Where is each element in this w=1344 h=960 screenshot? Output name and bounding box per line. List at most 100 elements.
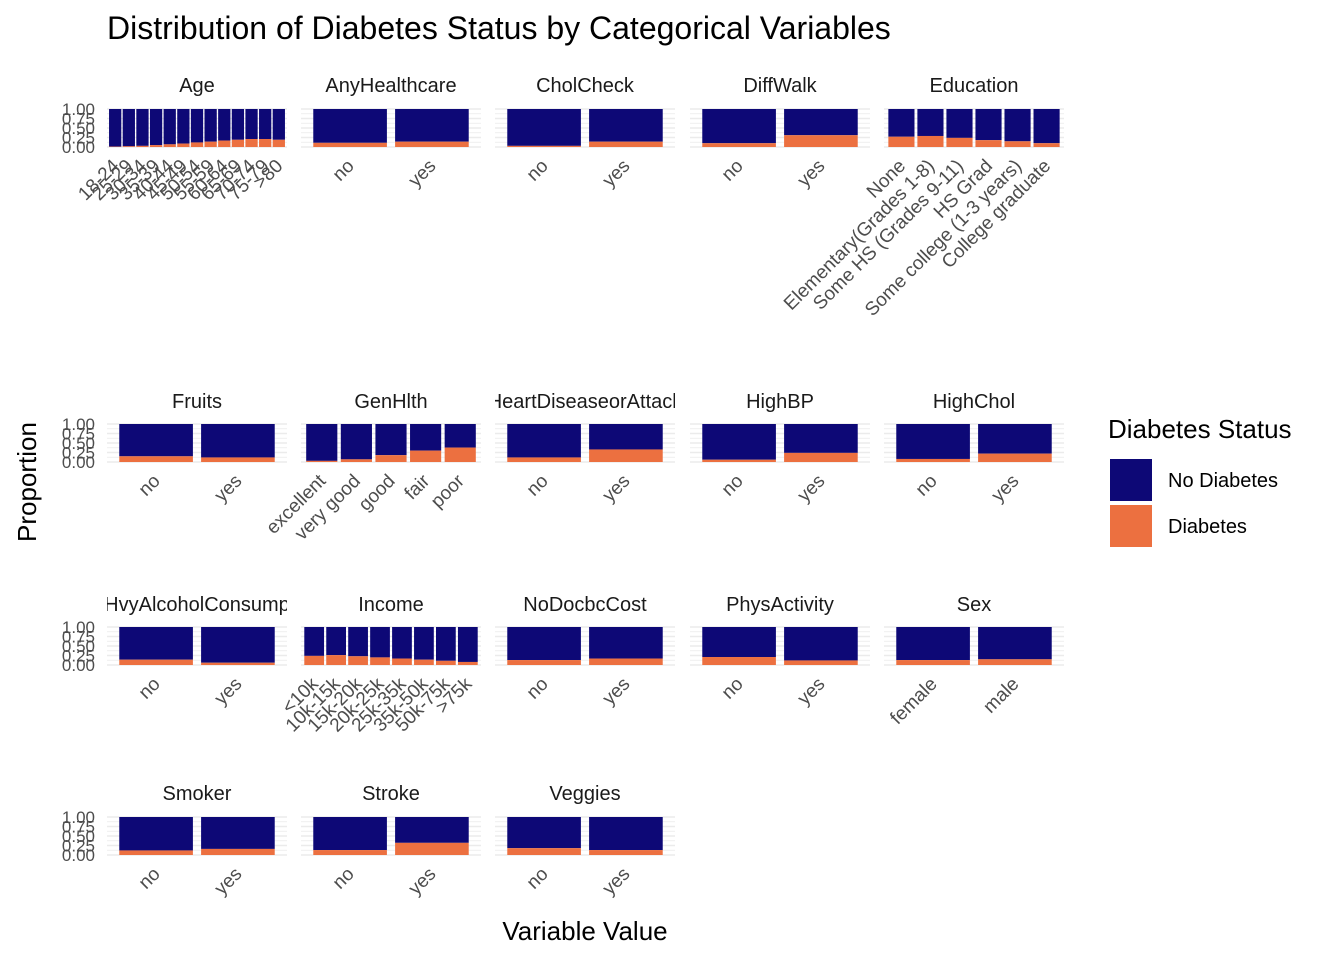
bar-no-diabetes bbox=[313, 817, 387, 851]
bar-no-diabetes bbox=[589, 817, 663, 851]
x-tick-label: no bbox=[523, 156, 553, 186]
bar-diabetes bbox=[119, 659, 193, 665]
bar-no-diabetes bbox=[702, 627, 776, 658]
x-tick-label: no bbox=[718, 156, 748, 186]
bar-diabetes bbox=[201, 662, 275, 665]
bar-no-diabetes bbox=[177, 109, 190, 144]
bar-no-diabetes bbox=[119, 817, 193, 851]
bar-no-diabetes bbox=[109, 109, 122, 147]
bar-no-diabetes bbox=[306, 424, 338, 461]
legend-label: No Diabetes bbox=[1168, 470, 1278, 492]
bar-diabetes bbox=[975, 140, 1002, 147]
x-tick-label: yes bbox=[405, 864, 441, 900]
bar-no-diabetes bbox=[348, 627, 368, 657]
y-tick-label: 1.00 bbox=[62, 100, 95, 119]
bar-no-diabetes bbox=[201, 817, 275, 849]
x-tick-label: no bbox=[329, 156, 359, 186]
bar-no-diabetes bbox=[896, 424, 970, 459]
bar-no-diabetes bbox=[702, 109, 776, 144]
y-tick-label: 0.25 bbox=[62, 129, 95, 148]
bar-no-diabetes bbox=[589, 627, 663, 659]
bar-diabetes bbox=[946, 137, 973, 147]
bar-diabetes bbox=[507, 145, 581, 147]
bar-diabetes bbox=[1033, 143, 1060, 147]
bar-no-diabetes bbox=[204, 109, 217, 142]
bar-no-diabetes bbox=[119, 627, 193, 660]
bar-diabetes bbox=[272, 139, 285, 147]
x-tick-label: yes bbox=[599, 156, 635, 192]
facet-strip-label: NoDocbcCost bbox=[523, 594, 647, 616]
bar-no-diabetes bbox=[946, 109, 973, 138]
y-tick-label: 0.00 bbox=[62, 138, 95, 157]
bar-diabetes bbox=[978, 659, 1052, 665]
bar-no-diabetes bbox=[149, 109, 163, 146]
y-tick-label: 0.75 bbox=[62, 110, 95, 129]
legend-label: Diabetes bbox=[1168, 516, 1247, 538]
bar-diabetes bbox=[177, 143, 190, 147]
x-tick-label: no bbox=[912, 471, 942, 501]
bar-diabetes bbox=[1004, 141, 1031, 147]
bar-no-diabetes bbox=[259, 109, 272, 140]
bar-no-diabetes bbox=[410, 424, 442, 451]
y-tick-label: 0.50 bbox=[62, 827, 95, 846]
bar-no-diabetes bbox=[392, 627, 412, 659]
facet-strip-label: Smoker bbox=[163, 783, 232, 805]
legend-swatch-diabetes bbox=[1110, 505, 1152, 547]
bar-no-diabetes bbox=[119, 424, 193, 457]
x-tick-label: yes bbox=[988, 471, 1024, 507]
bar-diabetes bbox=[784, 660, 858, 665]
bar-diabetes bbox=[444, 447, 476, 462]
bar-diabetes bbox=[784, 135, 858, 147]
y-tick-label: 0.50 bbox=[62, 637, 95, 656]
bar-no-diabetes bbox=[190, 109, 204, 143]
y-tick-label: 1.00 bbox=[62, 415, 95, 434]
bar-no-diabetes bbox=[917, 109, 944, 136]
x-tick-label: good bbox=[355, 471, 400, 516]
bar-diabetes bbox=[589, 141, 663, 147]
bar-diabetes bbox=[122, 146, 135, 147]
x-tick-label: female bbox=[886, 674, 941, 729]
x-axis-title: Variable Value bbox=[502, 916, 667, 946]
facet-income: Income<10k10k-15k15k-20k20k-25k25k-35k35… bbox=[278, 594, 481, 736]
facet-strip-label: Fruits bbox=[172, 391, 222, 413]
bar-diabetes bbox=[136, 145, 149, 147]
bar-no-diabetes bbox=[975, 109, 1002, 141]
bar-diabetes bbox=[190, 142, 204, 147]
legend-swatch-no-diabetes bbox=[1110, 459, 1152, 501]
x-tick-label: no bbox=[329, 864, 359, 894]
facet-veggies: Veggies no yes bbox=[495, 783, 675, 899]
facet-stroke: Stroke no yes bbox=[301, 783, 481, 899]
bar-diabetes bbox=[218, 140, 231, 147]
x-tick-label: yes bbox=[794, 471, 830, 507]
bar-diabetes bbox=[348, 656, 368, 665]
bar-diabetes bbox=[507, 660, 581, 665]
x-tick-label: no bbox=[523, 674, 553, 704]
bar-no-diabetes bbox=[896, 627, 970, 661]
facet-strip-label: HighChol bbox=[933, 391, 1015, 413]
bar-diabetes bbox=[896, 458, 970, 462]
y-tick-label: 0.50 bbox=[62, 434, 95, 453]
x-tick-label: no bbox=[523, 471, 553, 501]
bar-diabetes bbox=[507, 848, 581, 855]
bar-diabetes bbox=[978, 453, 1052, 462]
bar-no-diabetes bbox=[395, 817, 469, 843]
x-tick-label: male bbox=[979, 674, 1023, 718]
legend-title: Diabetes Status bbox=[1108, 414, 1292, 444]
y-axis-title: Proportion bbox=[12, 422, 42, 542]
bar-diabetes bbox=[410, 450, 442, 462]
facet-cholcheck: CholCheck no yes bbox=[495, 75, 675, 191]
bar-no-diabetes bbox=[589, 424, 663, 450]
facet-strip-label: HighBP bbox=[746, 391, 814, 413]
bar-diabetes bbox=[917, 135, 944, 147]
x-tick-label: no bbox=[523, 864, 553, 894]
facet-highbp: HighBP no yes bbox=[690, 391, 870, 506]
bar-diabetes bbox=[702, 459, 776, 462]
bar-no-diabetes bbox=[888, 109, 915, 137]
facet-strip-label: AnyHealthcare bbox=[325, 75, 456, 97]
bar-no-diabetes bbox=[414, 627, 434, 660]
facet-heartdiseaseorattack: HeartDiseaseorAttack no yes bbox=[495, 391, 675, 506]
y-tick-label: 0.00 bbox=[62, 656, 95, 675]
bar-diabetes bbox=[313, 850, 387, 855]
facet-diffwalk: DiffWalk no yes bbox=[690, 75, 870, 191]
